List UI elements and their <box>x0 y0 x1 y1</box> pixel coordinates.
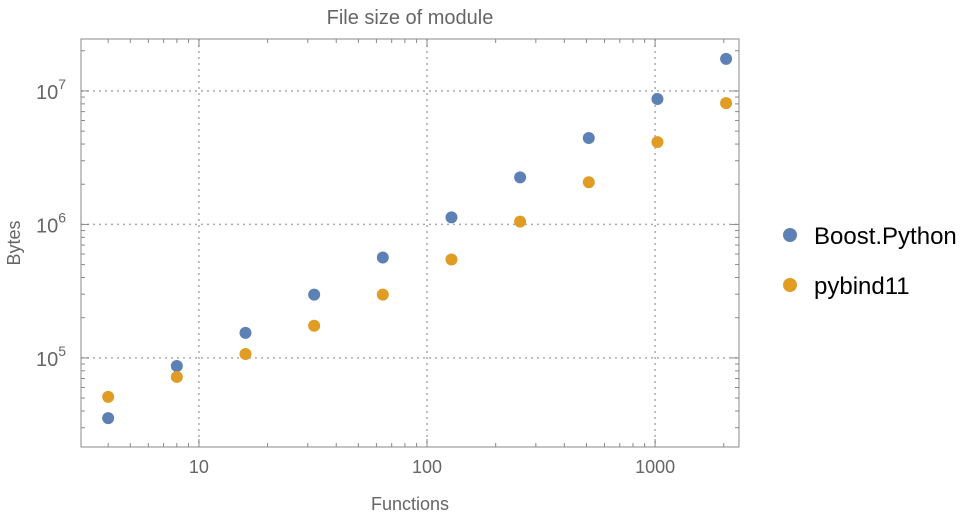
data-point-pybind11 <box>308 319 321 332</box>
data-point-boost-python <box>376 251 389 264</box>
data-point-boost-python <box>170 359 183 372</box>
data-point-boost-python <box>308 288 321 301</box>
data-points <box>102 52 733 425</box>
legend-label: Boost.Python <box>814 223 957 250</box>
data-point-pybind11 <box>170 370 183 383</box>
data-point-pybind11 <box>514 215 527 228</box>
data-point-pybind11 <box>376 288 389 301</box>
data-point-boost-python <box>651 93 664 106</box>
y-tick-label: 106 <box>36 209 66 237</box>
chart-title: File size of module <box>327 7 494 29</box>
legend: Boost.Python pybind11 <box>783 223 957 300</box>
data-point-boost-python <box>720 52 733 65</box>
data-point-boost-python <box>102 412 115 425</box>
legend-marker <box>783 278 797 292</box>
y-tick-labels: 105 106 107 <box>36 76 66 371</box>
y-tick-label: 107 <box>36 76 66 104</box>
data-point-boost-python <box>445 211 458 224</box>
grid <box>81 39 739 447</box>
legend-label: pybind11 <box>814 273 910 300</box>
legend-marker <box>783 228 797 242</box>
data-point-boost-python <box>582 132 595 145</box>
ticks <box>81 39 739 447</box>
x-tick-label: 1000 <box>635 457 675 477</box>
data-point-pybind11 <box>582 176 595 189</box>
x-tick-label: 100 <box>412 457 442 477</box>
y-axis-label: Bytes <box>4 220 24 265</box>
data-point-pybind11 <box>102 390 115 403</box>
y-tick-label: 105 <box>36 343 66 371</box>
data-point-pybind11 <box>720 97 733 110</box>
data-point-pybind11 <box>239 347 252 360</box>
x-tick-label: 10 <box>189 457 209 477</box>
x-tick-labels: 10 100 1000 <box>189 457 675 477</box>
x-axis-label: Functions <box>371 494 449 513</box>
data-point-boost-python <box>239 326 252 339</box>
plot-frame <box>80 38 740 448</box>
data-point-pybind11 <box>445 253 458 266</box>
data-point-pybind11 <box>651 136 664 149</box>
data-point-boost-python <box>514 171 527 184</box>
